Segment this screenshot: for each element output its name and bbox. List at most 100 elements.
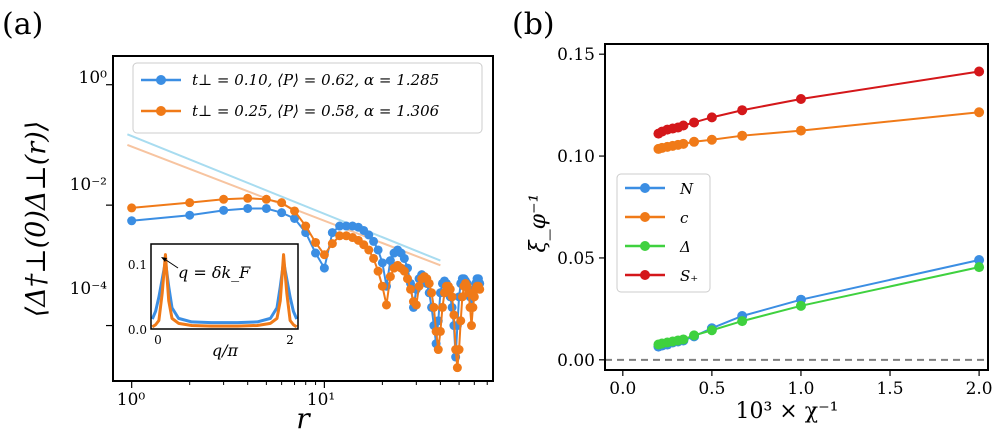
panel-b-point-s2-7	[706, 325, 717, 336]
panel-a-point-s0-1	[185, 210, 195, 220]
panel-b-point-s2-8	[737, 316, 748, 327]
panel-a-point-s1-21	[385, 272, 395, 282]
panel-a-point-s1-38	[433, 345, 443, 355]
panel-a-legend: t⊥ = 0.10, ⟨P⟩ = 0.62, α = 1.285 t⊥ = 0.…	[132, 62, 483, 134]
panel-a-point-s1-26	[402, 274, 412, 284]
panel-a-point-s1-63	[475, 284, 485, 294]
panel-a-point-s0-12	[341, 221, 351, 231]
panel-a-point-s1-20	[381, 300, 391, 310]
panel-a-point-s0-3	[243, 203, 253, 213]
panel-b-ytick-0: 0.00	[557, 351, 595, 371]
panel-a-point-s0-8	[311, 248, 321, 258]
legend-marker-series-1	[156, 75, 166, 85]
panel-a-point-s0-9	[319, 263, 329, 273]
panel-b-xtick-4: 2.0	[966, 379, 993, 399]
panel-a-point-s1-58	[468, 302, 478, 312]
panel-a-ylabel: ⟨Δ†⊥(0)Δ⊥(r)⟩	[21, 121, 52, 318]
panel-b-ylabel: ξ_φ⁻¹	[526, 194, 551, 253]
inset-ytick-1: 0.0	[128, 323, 147, 337]
panel-a-point-s1-39	[435, 326, 445, 336]
panel-a-point-s1-49	[454, 345, 464, 355]
panel-b-ytick-1: 0.05	[557, 249, 595, 269]
panel-a-chart	[106, 84, 488, 388]
inset-ytick-0: 0.1	[128, 258, 147, 272]
panel-b-point-s1-8	[737, 130, 748, 141]
inset-annotation: q = δk_F	[178, 263, 251, 282]
panel-a-point-s1-0	[127, 203, 137, 213]
panel-b-legend: N c Δ S₊	[616, 173, 711, 293]
panel-a-point-s1-4	[261, 194, 271, 204]
panel-b-xtick-0: 0.0	[609, 379, 636, 399]
panel-b-point-s2-10	[974, 262, 985, 273]
panel-b-point-s1-10	[974, 107, 985, 118]
panel-b-point-s3-8	[737, 105, 748, 116]
panel-a-xtick-0: 10⁰	[117, 390, 146, 410]
panel-b-ytick-3: 0.15	[557, 45, 595, 65]
panel-a-point-s1-25	[399, 266, 409, 276]
legend-label-N: N	[679, 180, 694, 198]
panel-a-point-s1-36	[429, 302, 439, 312]
panel-b-series-line-1	[658, 111, 980, 150]
legend-marker-delta	[640, 241, 650, 251]
panel-a-point-s1-35	[427, 288, 437, 298]
panel-a-point-s0-4	[261, 203, 271, 213]
panel-a-point-s0-10	[327, 228, 337, 238]
panel-b-series-line-3	[657, 70, 980, 135]
legend-marker-c	[640, 212, 650, 222]
panel-a-point-s0-5	[277, 208, 287, 218]
legend-marker-series-2	[156, 106, 166, 116]
inset-annotation-arrowhead	[161, 257, 167, 262]
panel-a-point-s1-5	[277, 198, 287, 208]
panel-a-point-s1-7	[301, 221, 311, 231]
panel-a-point-s1-16	[364, 245, 374, 255]
inset-series-line-1	[151, 253, 298, 329]
panel-b-label: (b)	[512, 7, 555, 42]
panel-a-point-s1-48	[452, 363, 462, 373]
panel-b-point-s3-9	[795, 94, 806, 105]
panel-a-point-s1-45	[447, 292, 457, 302]
panel-b-point-s3-10	[974, 66, 985, 77]
panel-b-xlabel: 10³ × χ⁻¹	[736, 399, 839, 424]
panel-a-point-s1-19	[377, 281, 387, 291]
panel-a-point-s1-27	[406, 284, 416, 294]
panel-a-point-s0-16	[364, 230, 374, 240]
inset-xtick-1: 2	[286, 333, 294, 347]
panel-a-point-s1-8	[311, 237, 321, 247]
panel-a-point-s1-34	[424, 278, 434, 288]
panel-a-point-s1-40	[437, 302, 447, 312]
panel-a-point-s0-17	[369, 236, 379, 246]
panel-a-point-s0-6	[290, 214, 300, 223]
panel-b-point-s0-10	[974, 254, 985, 265]
panel-a-point-s1-29	[411, 300, 421, 310]
legend-label-c: c	[680, 209, 689, 227]
panel-a-point-s1-11	[335, 231, 345, 241]
panel-b-point-s1-6	[689, 136, 700, 147]
panel-a-point-s0-11	[335, 221, 345, 231]
panel-a-ytick-0: 10⁰	[79, 68, 108, 88]
panel-a-point-s1-30	[414, 281, 424, 291]
inset-chart	[150, 253, 299, 329]
panel-b-point-s1-9	[795, 125, 806, 136]
panel-a-point-s1-44	[445, 284, 455, 294]
panel-a-point-s0-2	[219, 205, 229, 215]
panel-a-point-s1-17	[369, 253, 379, 263]
panel-a-xlabel: r	[296, 402, 311, 435]
panel-b-point-s2-5	[678, 334, 689, 345]
panel-a-frame	[112, 55, 494, 382]
panel-b-point-s3-6	[689, 117, 700, 128]
panel-a-fit-line-0	[127, 133, 441, 262]
panel-a-point-s1-46	[449, 310, 459, 320]
panel-a-point-s1-2	[219, 194, 229, 204]
panel-a-point-s0-21	[385, 256, 395, 266]
panel-b-frame	[604, 43, 989, 371]
panel-b-point-s1-7	[706, 134, 717, 145]
panel-a-point-s1-57	[466, 321, 476, 331]
panel-b-point-s2-6	[689, 330, 700, 341]
panel-b-xtick-2: 1.0	[787, 379, 814, 399]
panel-a-xtick-1: 10¹	[307, 390, 335, 410]
legend-marker-splus	[640, 270, 650, 280]
panel-a-point-s1-50	[456, 316, 466, 326]
panel-a-point-s1-59	[469, 292, 479, 302]
inset-xlabel: q/π	[212, 341, 239, 360]
